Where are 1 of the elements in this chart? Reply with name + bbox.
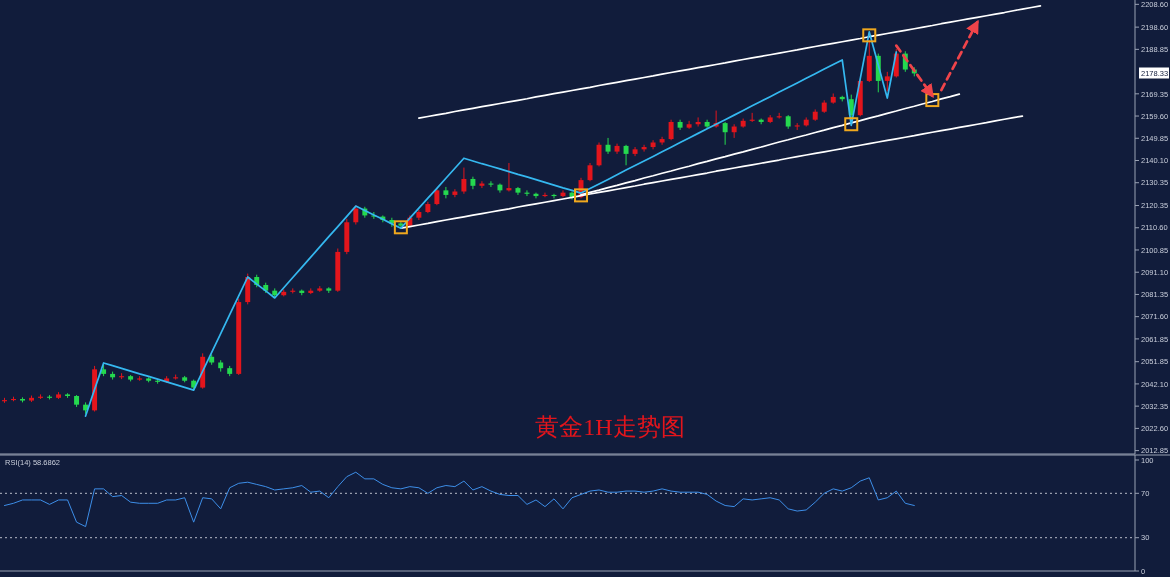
text: 黄金1H走势图 — [535, 413, 685, 440]
